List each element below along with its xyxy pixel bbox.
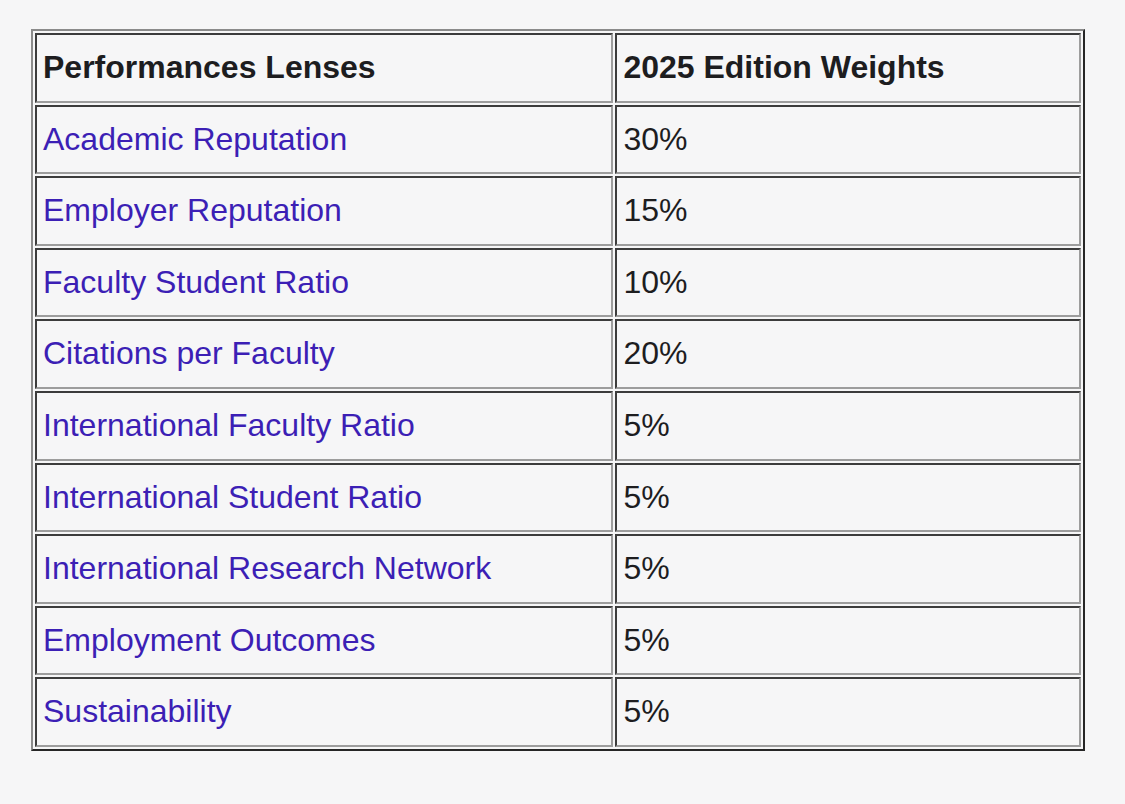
lens-cell: International Research Network: [35, 534, 613, 604]
lens-link-citations-per-faculty[interactable]: Citations per Faculty: [43, 335, 335, 371]
lens-cell: Sustainability: [35, 677, 613, 747]
lens-cell: Academic Reputation: [35, 105, 613, 175]
table-body: Academic Reputation 30% Employer Reputat…: [35, 105, 1081, 747]
weight-cell: 5%: [615, 534, 1081, 604]
lens-link-international-research-network[interactable]: International Research Network: [43, 550, 491, 586]
lens-link-international-student-ratio[interactable]: International Student Ratio: [43, 479, 422, 515]
lens-cell: International Faculty Ratio: [35, 391, 613, 461]
weight-cell: 30%: [615, 105, 1081, 175]
lens-link-academic-reputation[interactable]: Academic Reputation: [43, 121, 347, 157]
table-row: Employer Reputation 15%: [35, 176, 1081, 246]
table-row: Sustainability 5%: [35, 677, 1081, 747]
table-row: Citations per Faculty 20%: [35, 319, 1081, 389]
lens-cell: Employer Reputation: [35, 176, 613, 246]
lens-cell: Employment Outcomes: [35, 606, 613, 676]
lens-cell: International Student Ratio: [35, 463, 613, 533]
weight-cell: 5%: [615, 677, 1081, 747]
lens-cell: Citations per Faculty: [35, 319, 613, 389]
column-header-performances-lenses: Performances Lenses: [35, 33, 613, 103]
table-row: Employment Outcomes 5%: [35, 606, 1081, 676]
weight-cell: 5%: [615, 391, 1081, 461]
table-row: Academic Reputation 30%: [35, 105, 1081, 175]
lens-link-employer-reputation[interactable]: Employer Reputation: [43, 192, 342, 228]
lens-link-employment-outcomes[interactable]: Employment Outcomes: [43, 622, 376, 658]
table-row: Faculty Student Ratio 10%: [35, 248, 1081, 318]
weight-cell: 20%: [615, 319, 1081, 389]
weights-table: Performances Lenses 2025 Edition Weights…: [31, 29, 1085, 751]
header-row: Performances Lenses 2025 Edition Weights: [35, 33, 1081, 103]
lens-link-sustainability[interactable]: Sustainability: [43, 693, 232, 729]
table-row: International Faculty Ratio 5%: [35, 391, 1081, 461]
lens-link-faculty-student-ratio[interactable]: Faculty Student Ratio: [43, 264, 349, 300]
table-row: International Student Ratio 5%: [35, 463, 1081, 533]
weight-cell: 5%: [615, 463, 1081, 533]
weight-cell: 15%: [615, 176, 1081, 246]
table-header: Performances Lenses 2025 Edition Weights: [35, 33, 1081, 103]
table-row: International Research Network 5%: [35, 534, 1081, 604]
lens-cell: Faculty Student Ratio: [35, 248, 613, 318]
column-header-2025-edition-weights: 2025 Edition Weights: [615, 33, 1081, 103]
weight-cell: 10%: [615, 248, 1081, 318]
lens-link-international-faculty-ratio[interactable]: International Faculty Ratio: [43, 407, 415, 443]
page: Performances Lenses 2025 Edition Weights…: [0, 0, 1125, 804]
weight-cell: 5%: [615, 606, 1081, 676]
